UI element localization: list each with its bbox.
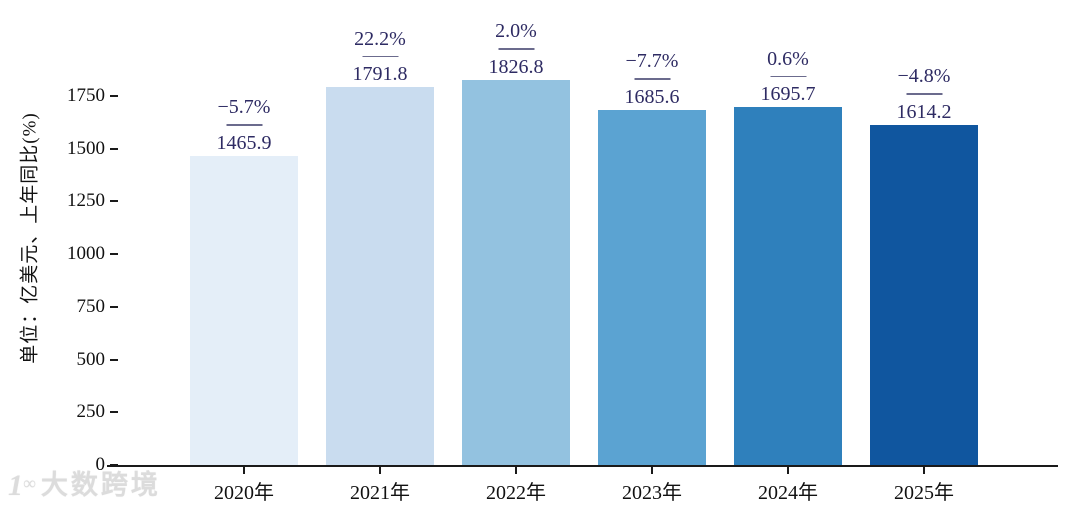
y-tick-mark: [110, 200, 118, 203]
y-tick: 1500: [67, 138, 118, 160]
x-tick-mark: [379, 467, 381, 474]
bar-group: 2.0% 1826.8 2022年: [462, 0, 570, 504]
y-tick-label: 0: [95, 454, 106, 475]
watermark: 1∞ 大数跨境: [8, 468, 161, 501]
annotation-divider: [226, 124, 262, 126]
watermark-text: 大数跨境: [40, 469, 161, 500]
value-label: 1614.2: [896, 100, 952, 123]
growth-label: 22.2%: [354, 27, 406, 50]
x-tick-label: 2023年: [622, 482, 682, 504]
bar: 22.2% 1791.8: [326, 28, 434, 465]
y-tick-label: 500: [76, 348, 106, 370]
annotation-divider: [906, 93, 942, 95]
bar-annotation: −5.7% 1465.9: [217, 96, 272, 154]
bars: −5.7% 1465.9 2020年 22.2% 1791.8 2021年 2.0% 1826…: [110, 0, 1058, 504]
bar-group: −4.8% 1614.2 2025年: [870, 0, 978, 504]
y-tick-label: 250: [76, 401, 106, 423]
y-tick: 1000: [67, 243, 118, 265]
y-tick: 250: [76, 401, 118, 423]
value-label: 1826.8: [488, 55, 544, 78]
y-tick-label: 1000: [67, 243, 105, 265]
annotation-divider: [498, 48, 534, 50]
y-tick-label: 750: [76, 295, 106, 317]
growth-label: 0.6%: [767, 47, 809, 70]
y-tick-mark: [110, 147, 118, 150]
annotation-divider: [770, 75, 806, 78]
x-tick-label: 2021年: [350, 482, 410, 504]
growth-label: −5.7%: [217, 96, 271, 119]
x-tick-label: 2025年: [894, 482, 954, 504]
value-label: 1685.6: [624, 85, 680, 108]
y-tick: 750: [76, 295, 118, 318]
annotation-divider: [362, 55, 398, 58]
bar-group: 22.2% 1791.8 2021年: [326, 0, 434, 504]
growth-label: −7.7%: [625, 50, 679, 72]
bar-annotation: 22.2% 1791.8: [353, 28, 408, 86]
bar-group: −7.7% 1685.6 2023年: [598, 0, 706, 504]
y-tick-label: 1250: [67, 190, 105, 212]
x-tick-mark: [651, 467, 653, 474]
growth-label: 2.0%: [495, 20, 537, 43]
x-tick-label: 2020年: [214, 482, 274, 504]
x-tick-label: 2024年: [758, 482, 818, 504]
value-label: 1791.8: [352, 63, 408, 86]
y-tick: 1250: [67, 190, 118, 212]
bar: −5.7% 1465.9: [190, 96, 298, 465]
watermark-logo-icon: 1∞: [8, 469, 36, 502]
bar-annotation: 0.6% 1695.7: [761, 48, 816, 106]
y-tick-mark: [110, 94, 118, 97]
y-tick-mark: [110, 305, 118, 308]
y-tick-mark: [110, 411, 118, 414]
y-tick-label: 1500: [67, 137, 105, 159]
bar: −4.8% 1614.2: [870, 65, 978, 465]
y-tick-mark: [110, 253, 118, 256]
bar: 0.6% 1695.7: [734, 48, 842, 465]
growth-label: −4.8%: [897, 65, 951, 88]
x-tick-mark: [787, 467, 789, 474]
bar-annotation: −7.7% 1685.6: [625, 50, 680, 108]
bar: −7.7% 1685.6: [598, 50, 706, 465]
bar-annotation: −4.8% 1614.2: [897, 65, 952, 123]
x-tick-mark: [515, 467, 517, 474]
bar: 2.0% 1826.8: [462, 20, 570, 465]
y-tick-mark: [110, 358, 118, 361]
value-label: 1695.7: [760, 83, 816, 106]
x-tick-label: 2022年: [486, 482, 546, 504]
y-tick: 1750: [67, 85, 118, 107]
value-label: 1465.9: [216, 131, 272, 154]
y-tick: 500: [76, 348, 118, 371]
x-tick-mark: [243, 467, 245, 474]
bar-group: −5.7% 1465.9 2020年: [190, 0, 298, 504]
x-axis-line: [107, 465, 1058, 467]
y-axis: 0 250 500 750 1000 1250 1500 1750: [0, 0, 118, 475]
annotation-divider: [634, 78, 670, 80]
bar-group: 0.6% 1695.7 2024年: [734, 0, 842, 504]
x-tick-mark: [923, 467, 925, 474]
bar-annotation: 2.0% 1826.8: [489, 20, 544, 78]
y-tick-label: 1750: [67, 84, 105, 106]
